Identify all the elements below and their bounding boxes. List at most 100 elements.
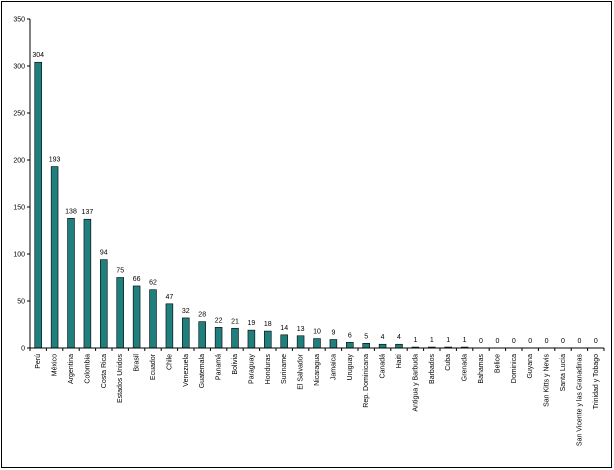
y-tick-label: 350 xyxy=(13,17,25,24)
data-label: 0 xyxy=(528,338,532,345)
data-label: 1 xyxy=(446,337,450,344)
data-label: 137 xyxy=(82,209,94,216)
data-label: 28 xyxy=(198,312,206,319)
data-label: 0 xyxy=(594,338,598,345)
y-tick-label: 300 xyxy=(13,64,25,71)
category-label: Dominica xyxy=(511,354,518,383)
category-label: Colombia xyxy=(84,354,91,384)
data-label: 62 xyxy=(149,280,157,287)
category-label: San Kitts y Nevis xyxy=(544,354,551,407)
data-label: 4 xyxy=(397,334,401,341)
bar xyxy=(182,317,190,349)
y-tick-label: 200 xyxy=(13,158,25,165)
data-label: 18 xyxy=(264,321,272,328)
category-label: Grenada xyxy=(462,354,469,381)
data-label: 0 xyxy=(479,338,483,345)
category-label: Honduras xyxy=(265,354,272,385)
bar xyxy=(83,218,92,349)
category-label: Costa Rica xyxy=(101,354,108,388)
data-label: 9 xyxy=(331,330,335,337)
category-label: Paraguay xyxy=(248,354,255,384)
category-label: Venezuela xyxy=(183,354,190,387)
bar xyxy=(132,285,141,349)
data-label: 5 xyxy=(364,333,368,340)
y-tick-label: 100 xyxy=(13,252,25,259)
category-label: El Salvador xyxy=(298,353,305,389)
category-label: Suriname xyxy=(281,354,288,384)
data-label: 22 xyxy=(215,317,223,324)
category-label: Perú xyxy=(35,354,42,369)
bar xyxy=(214,327,223,349)
category-label: San Vicente y las Granadinas xyxy=(576,354,583,447)
category-label: Rep. Dominicana xyxy=(363,354,370,408)
bar xyxy=(296,335,305,349)
bar xyxy=(247,329,256,349)
category-label: Panamá xyxy=(216,354,223,380)
bar xyxy=(378,343,387,349)
data-label: 0 xyxy=(512,338,516,345)
data-label: 0 xyxy=(495,338,499,345)
data-label: 94 xyxy=(100,250,108,257)
category-label: Haití xyxy=(396,354,403,368)
category-label: Jamaica xyxy=(330,354,337,380)
category-label: Brasil xyxy=(134,354,141,372)
data-label: 47 xyxy=(166,294,174,301)
category-label: Santa Lucía xyxy=(560,354,567,391)
data-label: 10 xyxy=(313,329,321,336)
category-label: Canadá xyxy=(380,354,387,379)
data-label: 32 xyxy=(182,308,190,315)
bar xyxy=(116,277,124,349)
category-label: Trinidad y Tobago xyxy=(593,354,600,409)
bar xyxy=(264,330,272,349)
data-label: 1 xyxy=(430,337,434,344)
bar xyxy=(280,334,288,349)
category-label: Cuba xyxy=(445,354,452,371)
data-label: 14 xyxy=(280,325,288,332)
category-labels: Perú México Argentina Colombia Costa Rica Est… xyxy=(29,348,605,447)
category-label: Antigua y Barbuda xyxy=(412,354,419,412)
data-label: 0 xyxy=(545,338,549,345)
category-label: Argentina xyxy=(68,354,75,384)
bar xyxy=(149,289,157,349)
category-label: Guyana xyxy=(527,354,534,379)
category-label: Estados Unidos xyxy=(117,354,124,404)
data-label: 1 xyxy=(463,337,467,344)
data-label: 13 xyxy=(297,326,305,333)
data-label: 138 xyxy=(65,208,77,215)
bar xyxy=(231,327,239,349)
category-label: Ecuador xyxy=(150,353,157,380)
bar xyxy=(100,259,108,349)
category-label: Belice xyxy=(494,354,501,373)
y-tick-label: 50 xyxy=(17,299,25,306)
y-axis: 0 50 100 150 200 250 300 350 xyxy=(13,17,31,353)
data-label: 75 xyxy=(116,268,124,275)
category-label: Uruguay xyxy=(347,354,354,381)
data-label: 304 xyxy=(32,52,44,59)
bar xyxy=(50,166,59,349)
category-label: Bolivia xyxy=(232,354,239,375)
bar xyxy=(395,343,403,349)
data-label: 193 xyxy=(49,157,61,164)
data-label: 1 xyxy=(413,337,417,344)
category-label: Nicaragua xyxy=(314,354,321,386)
y-tick-label: 0 xyxy=(21,346,25,353)
data-label: 21 xyxy=(231,318,239,325)
data-label: 66 xyxy=(133,276,141,283)
data-label: 4 xyxy=(381,334,385,341)
bar xyxy=(346,342,354,349)
bar xyxy=(313,338,321,349)
bar xyxy=(34,61,42,349)
category-label: México xyxy=(52,354,59,376)
category-label: Barbados xyxy=(429,354,436,384)
data-label: 0 xyxy=(561,338,565,345)
bars xyxy=(34,61,469,349)
bar xyxy=(67,217,75,349)
data-label: 19 xyxy=(248,320,256,327)
bar xyxy=(198,321,206,349)
data-label: 6 xyxy=(348,332,352,339)
category-label: Bahamas xyxy=(478,354,485,384)
y-tick-label: 150 xyxy=(13,205,25,212)
